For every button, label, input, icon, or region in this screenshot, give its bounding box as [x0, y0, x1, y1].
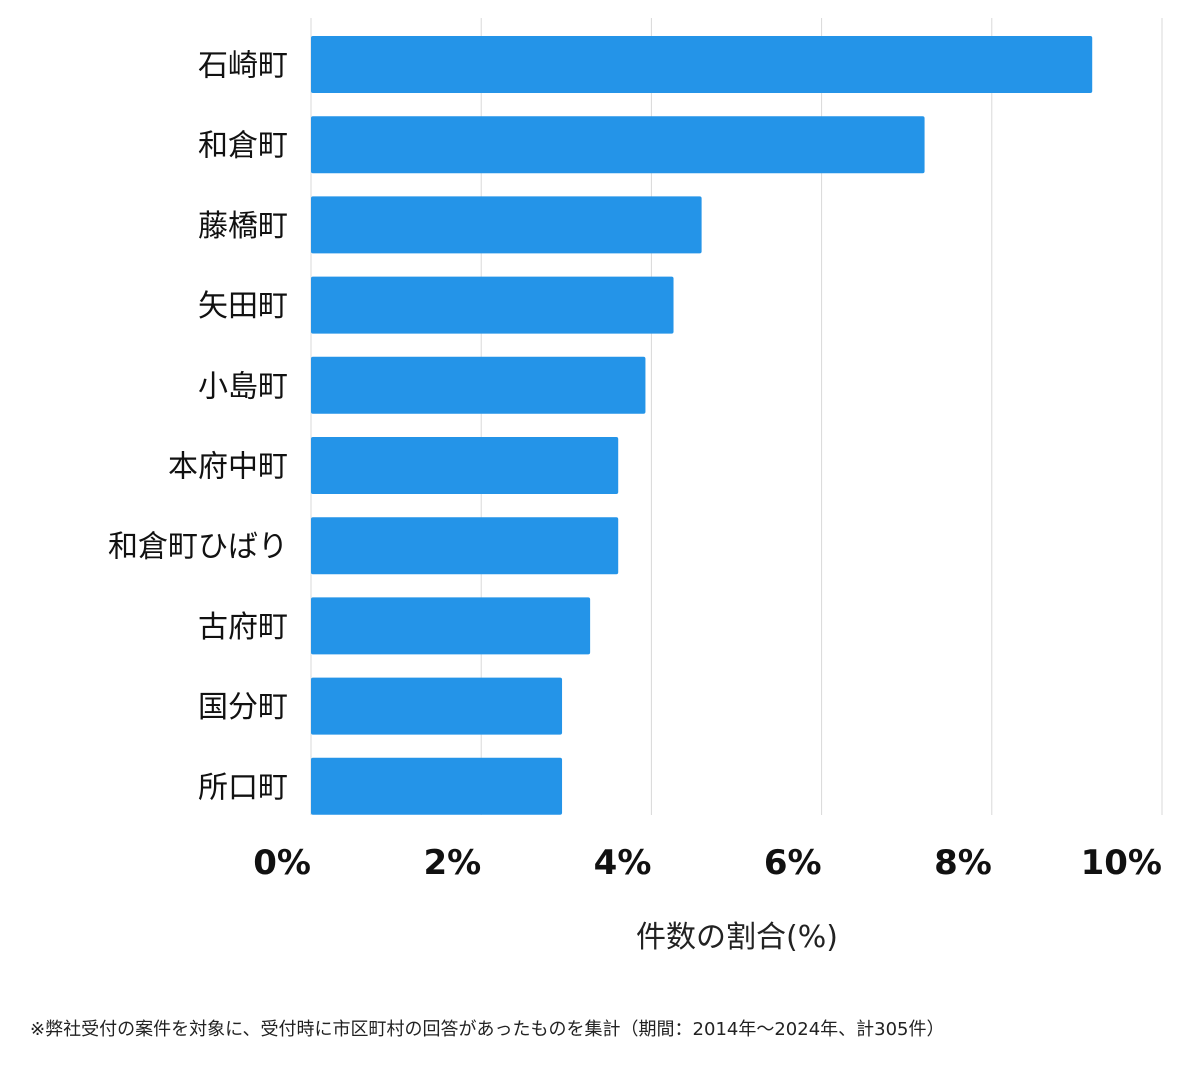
bar: [311, 196, 702, 254]
bar: [311, 276, 674, 334]
category-label: 小島町: [198, 369, 288, 404]
category-label: 石崎町: [198, 49, 288, 84]
x-tick-label: 2%: [423, 843, 481, 883]
category-label: 古府町: [198, 610, 288, 645]
bar: [311, 597, 591, 655]
category-label: 国分町: [198, 690, 288, 725]
x-tick-label: 0%: [253, 843, 311, 883]
bar: [311, 116, 925, 174]
bar: [311, 437, 619, 494]
bar: [311, 517, 619, 575]
bar: [311, 757, 563, 815]
category-label: 藤橋町: [198, 209, 288, 244]
bar: [311, 356, 646, 414]
x-tick-label: 6%: [764, 843, 822, 883]
category-label: 和倉町ひばり: [108, 530, 288, 565]
x-tick-label: 10%: [1081, 843, 1162, 883]
x-axis-title: 件数の割合(%): [636, 920, 838, 955]
bar: [311, 677, 563, 735]
x-tick-label: 4%: [594, 843, 652, 883]
category-label: 和倉町: [198, 129, 288, 164]
category-label: 所口町: [198, 770, 288, 805]
bar: [311, 36, 1093, 93]
category-label: 矢田町: [198, 289, 288, 324]
x-tick-label: 8%: [934, 843, 992, 883]
category-label: 本府中町: [168, 450, 288, 485]
footnote: ※弊社受付の案件を対象に、受付時に市区町村の回答があったものを集計（期間：201…: [30, 1019, 945, 1040]
